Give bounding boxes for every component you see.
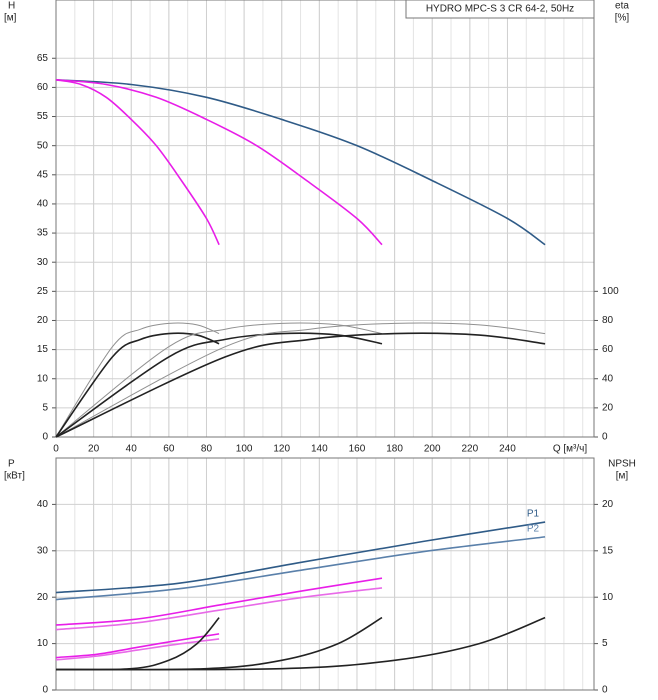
- y-tick-label: 35: [37, 228, 49, 239]
- y2-tick-label: 0: [602, 432, 608, 443]
- curve: [55, 638, 220, 661]
- y-tick-label: 10: [37, 638, 49, 649]
- x-tick-label: 20: [88, 444, 100, 455]
- y-tick-label: 50: [37, 140, 49, 151]
- curve: [55, 79, 220, 246]
- y-tick-label: 55: [37, 111, 49, 122]
- x-tick-label: 80: [201, 444, 213, 455]
- y-tick-label: 30: [37, 257, 49, 268]
- chart-title: HYDRO MPC-S 3 CR 64-2, 50Hz: [426, 4, 574, 15]
- curve-label: P2: [527, 524, 540, 535]
- y-tick-label: 20: [37, 315, 49, 326]
- x-tick-label: 60: [163, 444, 175, 455]
- y-tick-label: 40: [37, 499, 49, 510]
- y-tick-label: 40: [37, 199, 49, 210]
- y-axis-label: [кВт]: [4, 471, 25, 482]
- x-tick-label: 120: [273, 444, 290, 455]
- y2-axis-label: NPSH: [608, 459, 636, 470]
- x-tick-label: 240: [499, 444, 516, 455]
- x-axis-label: Q [м³/ч]: [553, 444, 588, 455]
- y2-tick-label: 0: [602, 685, 608, 696]
- y2-axis-label: eta: [615, 1, 629, 12]
- curve: [55, 633, 220, 659]
- y-axis-label: P: [8, 459, 15, 470]
- curve: [55, 322, 546, 438]
- curve: [55, 536, 546, 601]
- plot-border: [55, 0, 595, 438]
- y2-tick-label: 20: [602, 403, 614, 414]
- curve: [55, 322, 383, 438]
- y-tick-label: 15: [37, 344, 49, 355]
- x-tick-label: 140: [311, 444, 328, 455]
- y-tick-label: 0: [42, 685, 48, 696]
- y2-tick-label: 60: [602, 344, 614, 355]
- x-tick-label: 0: [53, 444, 59, 455]
- y-axis-label: H: [8, 1, 15, 12]
- y-tick-label: 10: [37, 373, 49, 384]
- curve: [55, 79, 383, 246]
- x-tick-label: 180: [386, 444, 403, 455]
- y-tick-label: 0: [42, 432, 48, 443]
- plot-area: [56, 0, 594, 437]
- y-tick-label: 65: [37, 53, 49, 64]
- y2-tick-label: 40: [602, 373, 614, 384]
- curve-label: P1: [527, 509, 540, 520]
- curve: [55, 332, 220, 438]
- curve: [55, 587, 383, 631]
- y-tick-label: 5: [42, 403, 48, 414]
- y2-tick-label: 20: [602, 499, 614, 510]
- y-tick-label: 45: [37, 169, 49, 180]
- curve: [55, 322, 220, 438]
- curve: [55, 521, 546, 594]
- y-tick-label: 20: [37, 592, 49, 603]
- y2-tick-label: 80: [602, 315, 614, 326]
- curve: [55, 79, 546, 246]
- curve: [55, 332, 546, 438]
- y2-tick-label: 5: [602, 638, 608, 649]
- curve: [55, 616, 546, 671]
- y2-tick-label: 15: [602, 545, 614, 556]
- y-axis-label: [м]: [4, 13, 17, 24]
- curve: [55, 332, 383, 438]
- y-tick-label: 30: [37, 545, 49, 556]
- x-tick-label: 100: [236, 444, 253, 455]
- plot-area: [56, 458, 594, 690]
- y2-tick-label: 100: [602, 286, 619, 297]
- x-tick-label: 40: [126, 444, 138, 455]
- y2-axis-label: [м]: [616, 471, 629, 482]
- y2-tick-label: 10: [602, 592, 614, 603]
- curve: [55, 577, 383, 626]
- y2-axis-label: [%]: [615, 13, 630, 24]
- x-tick-label: 220: [462, 444, 479, 455]
- x-tick-label: 160: [349, 444, 366, 455]
- y-tick-label: 60: [37, 82, 49, 93]
- title-box: [405, 0, 595, 19]
- x-tick-label: 200: [424, 444, 441, 455]
- plot-border: [55, 457, 595, 691]
- y-tick-label: 25: [37, 286, 49, 297]
